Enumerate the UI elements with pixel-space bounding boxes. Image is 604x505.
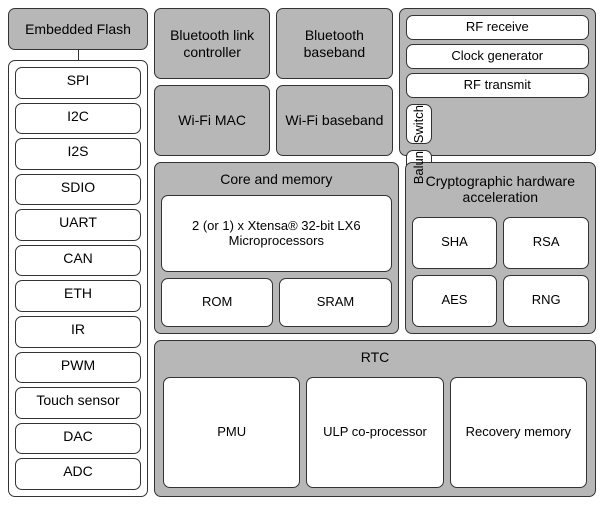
peripheral-can: CAN [15,245,141,277]
bt-baseband-block: Bluetooth baseband [276,8,392,79]
rf-panel: RF receive Clock generator RF transmit S… [399,8,596,156]
peripheral-uart: UART [15,209,141,241]
rf-receive-block: RF receive [406,15,589,40]
wifi-baseband-block: Wi-Fi baseband [276,85,392,156]
ulp-block: ULP co-processor [306,377,443,488]
left-column: Embedded Flash SPI I2CI2S SDIOUART CANETH IR… [8,8,148,497]
radio-row: Bluetooth link controller Bluetooth base… [154,8,596,156]
right-column: Bluetooth link controller Bluetooth base… [154,8,596,497]
peripheral-spi: SPI [15,67,141,99]
rng-block: RNG [503,275,589,327]
peripheral-dac: DAC [15,423,141,455]
rom-block: ROM [161,278,273,327]
peripheral-eth: ETH [15,280,141,312]
recovery-memory-block: Recovery memory [450,377,587,488]
pmu-block: PMU [163,377,300,488]
rtc-panel: RTC PMU ULP co-processor Recovery memory [154,340,596,497]
core-crypto-row: Core and memory 2 (or 1) x Xtensa® 32-bi… [154,162,596,334]
sha-block: SHA [412,217,498,269]
aes-block: AES [412,275,498,327]
sram-block: SRAM [279,278,391,327]
peripheral-touch-sensor: Touch sensor [15,387,141,419]
clock-generator-block: Clock generator [406,44,589,69]
core-memory-panel: Core and memory 2 (or 1) x Xtensa® 32-bi… [154,162,399,334]
peripheral-i2c: I2C [15,103,141,135]
peripheral-i2s: I2S [15,138,141,170]
core-memory-title: Core and memory [161,169,392,189]
crypto-title: Cryptographic hardware acceleration [412,169,589,211]
rtc-title: RTC [161,347,589,367]
peripheral-pwm: PWM [15,352,141,384]
bt-link-controller-block: Bluetooth link controller [154,8,270,79]
embedded-flash-block: Embedded Flash [8,8,148,50]
peripheral-adc: ADC [15,458,141,490]
peripheral-sdio: SDIO [15,174,141,206]
peripheral-ir: IR [15,316,141,348]
tree-connector [8,50,148,60]
rsa-block: RSA [503,217,589,269]
esp32-block-diagram: Embedded Flash SPI I2CI2S SDIOUART CANETH IR… [8,8,596,497]
wifi-mac-block: Wi-Fi MAC [154,85,270,156]
cpu-block: 2 (or 1) x Xtensa® 32-bit LX6 Microproce… [161,195,392,272]
crypto-panel: Cryptographic hardware acceleration SHA … [405,162,596,334]
peripherals-group: SPI I2CI2S SDIOUART CANETH IR PWMTouch sensor… [8,60,148,497]
rf-transmit-block: RF transmit [406,73,589,98]
switch-block: Switch [406,104,432,144]
